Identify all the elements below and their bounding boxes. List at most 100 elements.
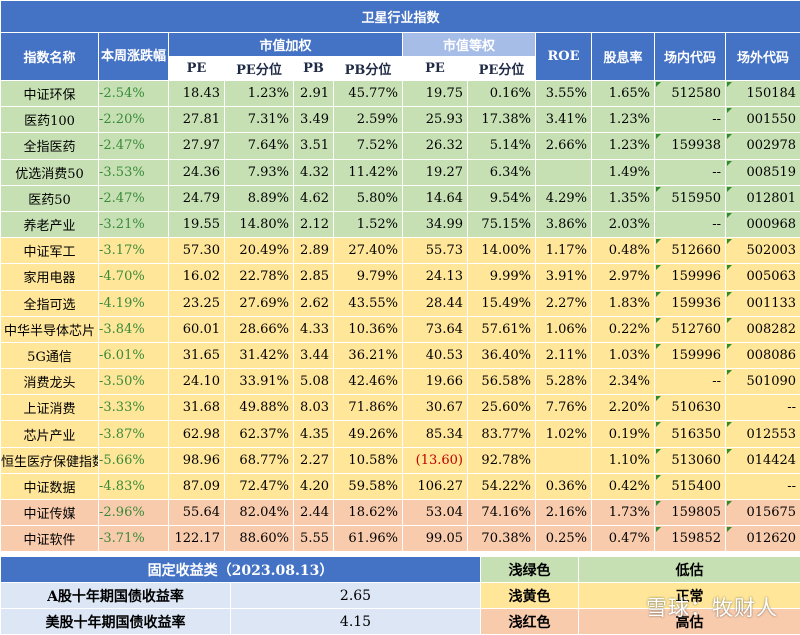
row-weekly-change[interactable]: -2.96% [99,500,169,526]
row-dividend[interactable]: 1.65% [592,81,655,107]
row-pb[interactable]: 4.33 [294,316,334,342]
row-eq-pe-percentile[interactable]: 70.38% [468,526,536,552]
row-eq-pe-percentile[interactable]: 75.15% [468,211,536,237]
row-eq-pe[interactable]: 34.99 [403,211,468,237]
row-eq-pe[interactable]: 25.93 [403,107,468,133]
row-pe-percentile[interactable]: 82.04% [225,500,294,526]
row-pb[interactable]: 2.12 [294,211,334,237]
row-weekly-change[interactable]: -3.71% [99,526,169,552]
row-weekly-change[interactable]: -3.87% [99,421,169,447]
row-weekly-change[interactable]: -6.01% [99,342,169,368]
row-pe-percentile[interactable]: 8.89% [225,185,294,211]
row-pe-percentile[interactable]: 49.88% [225,395,294,421]
row-eq-pe-percentile[interactable]: 5.14% [468,133,536,159]
row-eq-pe[interactable]: 85.34 [403,421,468,447]
row-roe[interactable]: 1.02% [536,421,592,447]
row-eq-pe[interactable]: 19.75 [403,81,468,107]
row-eq-pe[interactable]: 24.13 [403,264,468,290]
row-name[interactable]: 全指可选 [1,290,99,316]
row-pe[interactable]: 87.09 [169,473,225,499]
row-eq-pe-percentile[interactable]: 83.77% [468,421,536,447]
row-weekly-change[interactable]: -3.17% [99,238,169,264]
row-pb[interactable]: 3.49 [294,107,334,133]
row-pe-percentile[interactable]: 22.78% [225,264,294,290]
row-onsite-code[interactable]: 159936 [655,290,726,316]
row-weekly-change[interactable]: -2.47% [99,185,169,211]
row-onsite-code[interactable]: -- [655,107,726,133]
row-eq-pe-percentile[interactable]: 9.54% [468,185,536,211]
row-eq-pe[interactable]: 99.05 [403,526,468,552]
row-pb-percentile[interactable]: 10.36% [334,316,403,342]
row-name[interactable]: 上证消费 [1,395,99,421]
row-pb[interactable]: 3.44 [294,342,334,368]
row-pb[interactable]: 5.08 [294,369,334,395]
row-pb[interactable]: 2.89 [294,238,334,264]
row-eq-pe[interactable]: 55.73 [403,238,468,264]
row-roe[interactable] [536,447,592,473]
row-weekly-change[interactable]: -3.21% [99,211,169,237]
row-onsite-code[interactable]: 159996 [655,342,726,368]
row-pb[interactable]: 2.44 [294,500,334,526]
row-eq-pe[interactable]: (13.60) [403,447,468,473]
row-eq-pe-percentile[interactable]: 57.61% [468,316,536,342]
row-pb[interactable]: 4.20 [294,473,334,499]
row-dividend[interactable]: 1.23% [592,107,655,133]
row-eq-pe[interactable]: 19.66 [403,369,468,395]
row-roe[interactable]: 7.76% [536,395,592,421]
row-onsite-code[interactable]: 159996 [655,264,726,290]
row-dividend[interactable]: 2.34% [592,369,655,395]
row-eq-pe[interactable]: 14.64 [403,185,468,211]
row-offsite-code[interactable]: 012620 [726,526,800,552]
row-pe[interactable]: 24.79 [169,185,225,211]
row-offsite-code[interactable]: 000968 [726,211,800,237]
row-onsite-code[interactable]: 512760 [655,316,726,342]
row-pb[interactable]: 2.62 [294,290,334,316]
row-pe[interactable]: 31.65 [169,342,225,368]
row-pe-percentile[interactable]: 31.42% [225,342,294,368]
row-pe[interactable]: 55.64 [169,500,225,526]
row-weekly-change[interactable]: -4.70% [99,264,169,290]
row-pe[interactable]: 19.55 [169,211,225,237]
row-pe-percentile[interactable]: 20.49% [225,238,294,264]
row-pe-percentile[interactable]: 72.47% [225,473,294,499]
row-name[interactable]: 芯片产业 [1,421,99,447]
row-pb-percentile[interactable]: 10.58% [334,447,403,473]
row-pe-percentile[interactable]: 68.77% [225,447,294,473]
row-pb-percentile[interactable]: 49.26% [334,421,403,447]
row-pe[interactable]: 24.36 [169,159,225,185]
row-pe[interactable]: 27.81 [169,107,225,133]
row-eq-pe-percentile[interactable]: 56.58% [468,369,536,395]
row-onsite-code[interactable]: 516350 [655,421,726,447]
row-name[interactable]: 优选消费50 [1,159,99,185]
row-name[interactable]: 中证数据 [1,473,99,499]
row-onsite-code[interactable]: 515400 [655,473,726,499]
row-weekly-change[interactable]: -3.53% [99,159,169,185]
row-pe[interactable]: 27.97 [169,133,225,159]
row-offsite-code[interactable]: 001133 [726,290,800,316]
row-pb[interactable]: 8.03 [294,395,334,421]
row-eq-pe[interactable]: 26.32 [403,133,468,159]
row-pe-percentile[interactable]: 27.69% [225,290,294,316]
row-name[interactable]: 恒生医疗保健指数 [1,447,99,473]
row-roe[interactable]: 2.11% [536,342,592,368]
row-roe[interactable]: 3.91% [536,264,592,290]
row-roe[interactable] [536,159,592,185]
row-name[interactable]: 中华半导体芯片 [1,316,99,342]
row-pb[interactable]: 2.91 [294,81,334,107]
row-pe-percentile[interactable]: 88.60% [225,526,294,552]
row-onsite-code[interactable]: 159805 [655,500,726,526]
row-dividend[interactable]: 0.19% [592,421,655,447]
row-pe[interactable]: 98.96 [169,447,225,473]
row-pe[interactable]: 62.98 [169,421,225,447]
row-pb-percentile[interactable]: 11.42% [334,159,403,185]
row-eq-pe-percentile[interactable]: 25.60% [468,395,536,421]
row-roe[interactable]: 3.55% [536,81,592,107]
row-roe[interactable]: 0.36% [536,473,592,499]
row-offsite-code[interactable]: 001550 [726,107,800,133]
row-pb-percentile[interactable]: 45.77% [334,81,403,107]
row-pb[interactable]: 2.27 [294,447,334,473]
row-pe[interactable]: 23.25 [169,290,225,316]
row-eq-pe-percentile[interactable]: 0.16% [468,81,536,107]
row-onsite-code[interactable]: 513060 [655,447,726,473]
row-eq-pe-percentile[interactable]: 6.34% [468,159,536,185]
